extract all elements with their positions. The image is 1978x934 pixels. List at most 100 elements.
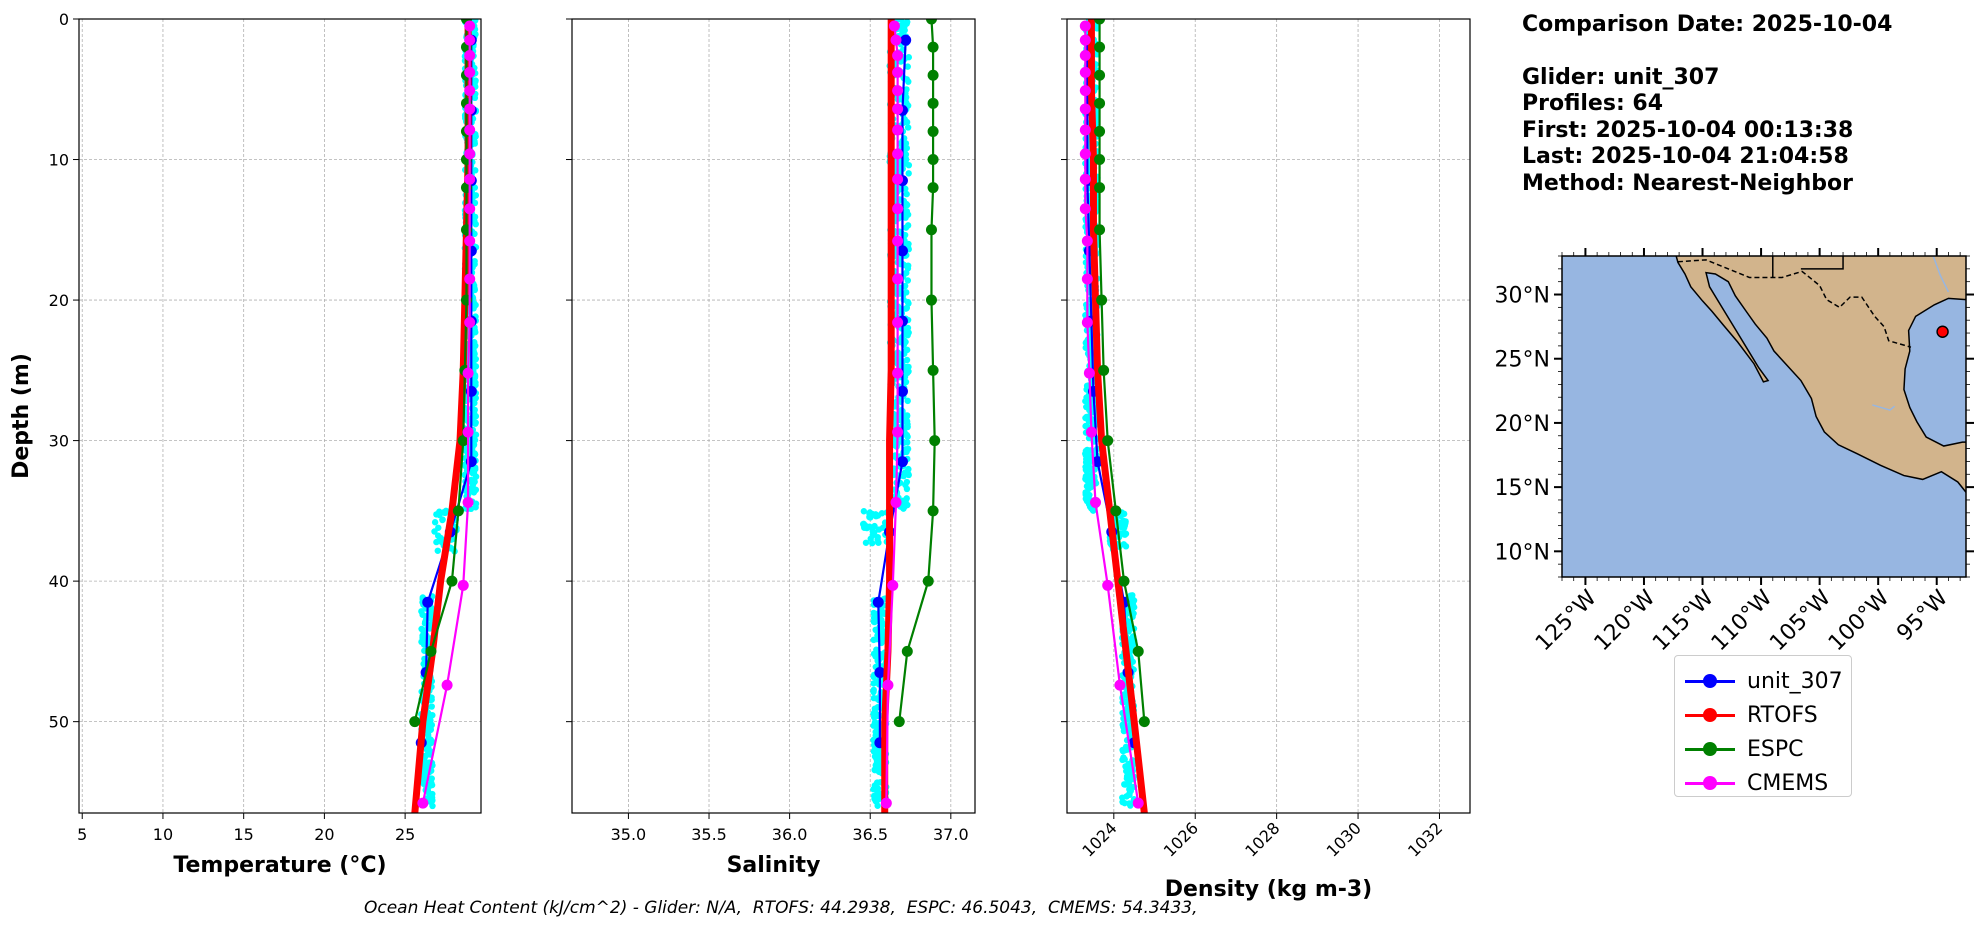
glider-scatter-point	[904, 324, 912, 332]
series-point-espc	[1094, 224, 1106, 236]
glider-scatter-point	[1085, 461, 1092, 468]
x-tick-label: 20	[314, 825, 334, 844]
glider-scatter-point	[903, 144, 910, 152]
x-axis: 1024 1026 1028 1030 1032	[1078, 813, 1446, 861]
series-point-espc	[927, 182, 939, 194]
glider-scatter-point	[903, 190, 910, 198]
series-point-cmems	[892, 85, 904, 97]
glider-scatter-point	[1122, 745, 1129, 752]
glider-scatter-point	[469, 488, 476, 495]
series-espc	[409, 19, 472, 728]
series-cmems	[417, 20, 476, 809]
x-tick-label: 1028	[1241, 818, 1283, 860]
land	[1675, 256, 1966, 494]
legend-entry-rtofs: RTOFS	[1685, 698, 1851, 732]
glider-scatter-point	[472, 355, 479, 363]
series-point-unit-307	[422, 596, 434, 608]
glider-scatter-point	[872, 765, 879, 772]
axes-frame	[1066, 18, 1471, 814]
glider-scatter-point	[876, 747, 883, 755]
series-point-espc	[1102, 435, 1114, 447]
glider-scatter-point	[1083, 403, 1090, 411]
y-axis: 0 10 20 30 40 50	[49, 10, 79, 732]
series-espc	[893, 19, 941, 728]
series-point-cmems	[892, 235, 904, 247]
glider-scatter-point	[902, 338, 909, 346]
glider-scatter-point	[425, 735, 432, 742]
comparison-date: Comparison Date: 2025-10-04	[1522, 12, 1893, 37]
glider-scatter-point	[905, 170, 912, 177]
x-tick-label: 35.5	[691, 825, 727, 844]
series-point-cmems	[892, 124, 904, 136]
glider-scatter-point	[1126, 800, 1133, 807]
legend-swatch-rtofs	[1685, 705, 1735, 725]
series-point-espc	[1098, 364, 1110, 376]
map-lon-tick-label: 125°W	[1531, 585, 1602, 656]
series-point-cmems	[1079, 20, 1091, 32]
map-frame	[1561, 255, 1967, 578]
map-lon-tick-label: 115°W	[1648, 585, 1719, 656]
glider-scatter-point	[436, 511, 443, 519]
glider-scatter-point	[1121, 531, 1129, 538]
series-point-unit-307	[872, 596, 884, 608]
series-point-cmems	[464, 85, 476, 97]
map-lat-tick-label: 10°N	[1495, 540, 1550, 565]
profile-panel-density-kg-m-3: 1024 1026 1028 1030 1032 Density (kg m-3)	[1061, 18, 1471, 902]
x-axis: 35.0 35.5 36.0 36.5 37.0	[611, 813, 969, 844]
plot-area	[409, 19, 480, 813]
glider-scatter-point	[472, 419, 479, 426]
x-tick-label: 1026	[1160, 818, 1202, 860]
legend-entry-unit-307: unit_307	[1685, 664, 1851, 698]
series-point-unit-307	[900, 34, 912, 46]
glider-scatter-point	[873, 646, 880, 653]
series-point-espc	[1094, 69, 1106, 81]
series-point-cmems	[1079, 66, 1091, 78]
x-axis-label: Salinity	[727, 853, 821, 878]
river	[1872, 404, 1896, 411]
glider-scatter-point	[872, 678, 880, 686]
glider-scatter-point	[420, 630, 428, 637]
series-point-cmems	[464, 273, 476, 285]
series-point-unit-307	[874, 666, 886, 678]
series-point-cmems	[1079, 103, 1091, 115]
glider-scatter-point	[1120, 541, 1127, 548]
glider-scatter-point	[874, 512, 882, 519]
glider-scatter-point	[471, 199, 479, 207]
glider-scatter-point	[860, 520, 867, 528]
x-tick-label: 37.0	[933, 825, 969, 844]
glider-scatter-point	[1121, 799, 1128, 807]
glider-scatter-point	[471, 257, 478, 265]
x-tick-label: 25	[395, 825, 415, 844]
glider-scatter-point	[904, 124, 912, 131]
series-point-cmems	[1081, 317, 1093, 329]
glider-scatter-point	[472, 133, 479, 140]
series-point-cmems	[887, 579, 899, 591]
profile-panel-salinity: 35.0 35.5 36.0 36.5 37.0 Salinity	[566, 18, 976, 878]
map-lat-tick-label: 30°N	[1495, 284, 1550, 309]
series-point-cmems	[888, 20, 900, 32]
glider-scatter-point	[1084, 446, 1091, 454]
series-point-cmems	[892, 173, 904, 185]
series-point-espc	[457, 435, 469, 447]
series-point-espc	[1094, 97, 1106, 109]
x-axis-label: Density (kg m-3)	[1165, 877, 1373, 902]
series-point-espc	[446, 575, 458, 587]
y-tick-label: 0	[59, 10, 69, 29]
series-point-cmems	[1085, 426, 1097, 438]
glider-scatter-point	[1082, 475, 1089, 483]
glider-scatter-point	[438, 536, 446, 543]
x-tick-label: 35.0	[611, 825, 647, 844]
series-point-cmems	[417, 797, 429, 809]
glider-scatter-point	[1125, 767, 1133, 775]
glider-scatter-point	[902, 378, 910, 386]
x-tick-label: 36.5	[852, 825, 888, 844]
series-point-unit-307	[896, 456, 908, 468]
series-point-cmems	[892, 148, 904, 160]
plot-area	[859, 19, 941, 813]
glider-scatter-point	[870, 694, 878, 702]
y-axis	[1061, 18, 1067, 723]
glider-scatter-point	[1121, 522, 1128, 529]
x-axis-label: Temperature (°C)	[173, 853, 386, 878]
